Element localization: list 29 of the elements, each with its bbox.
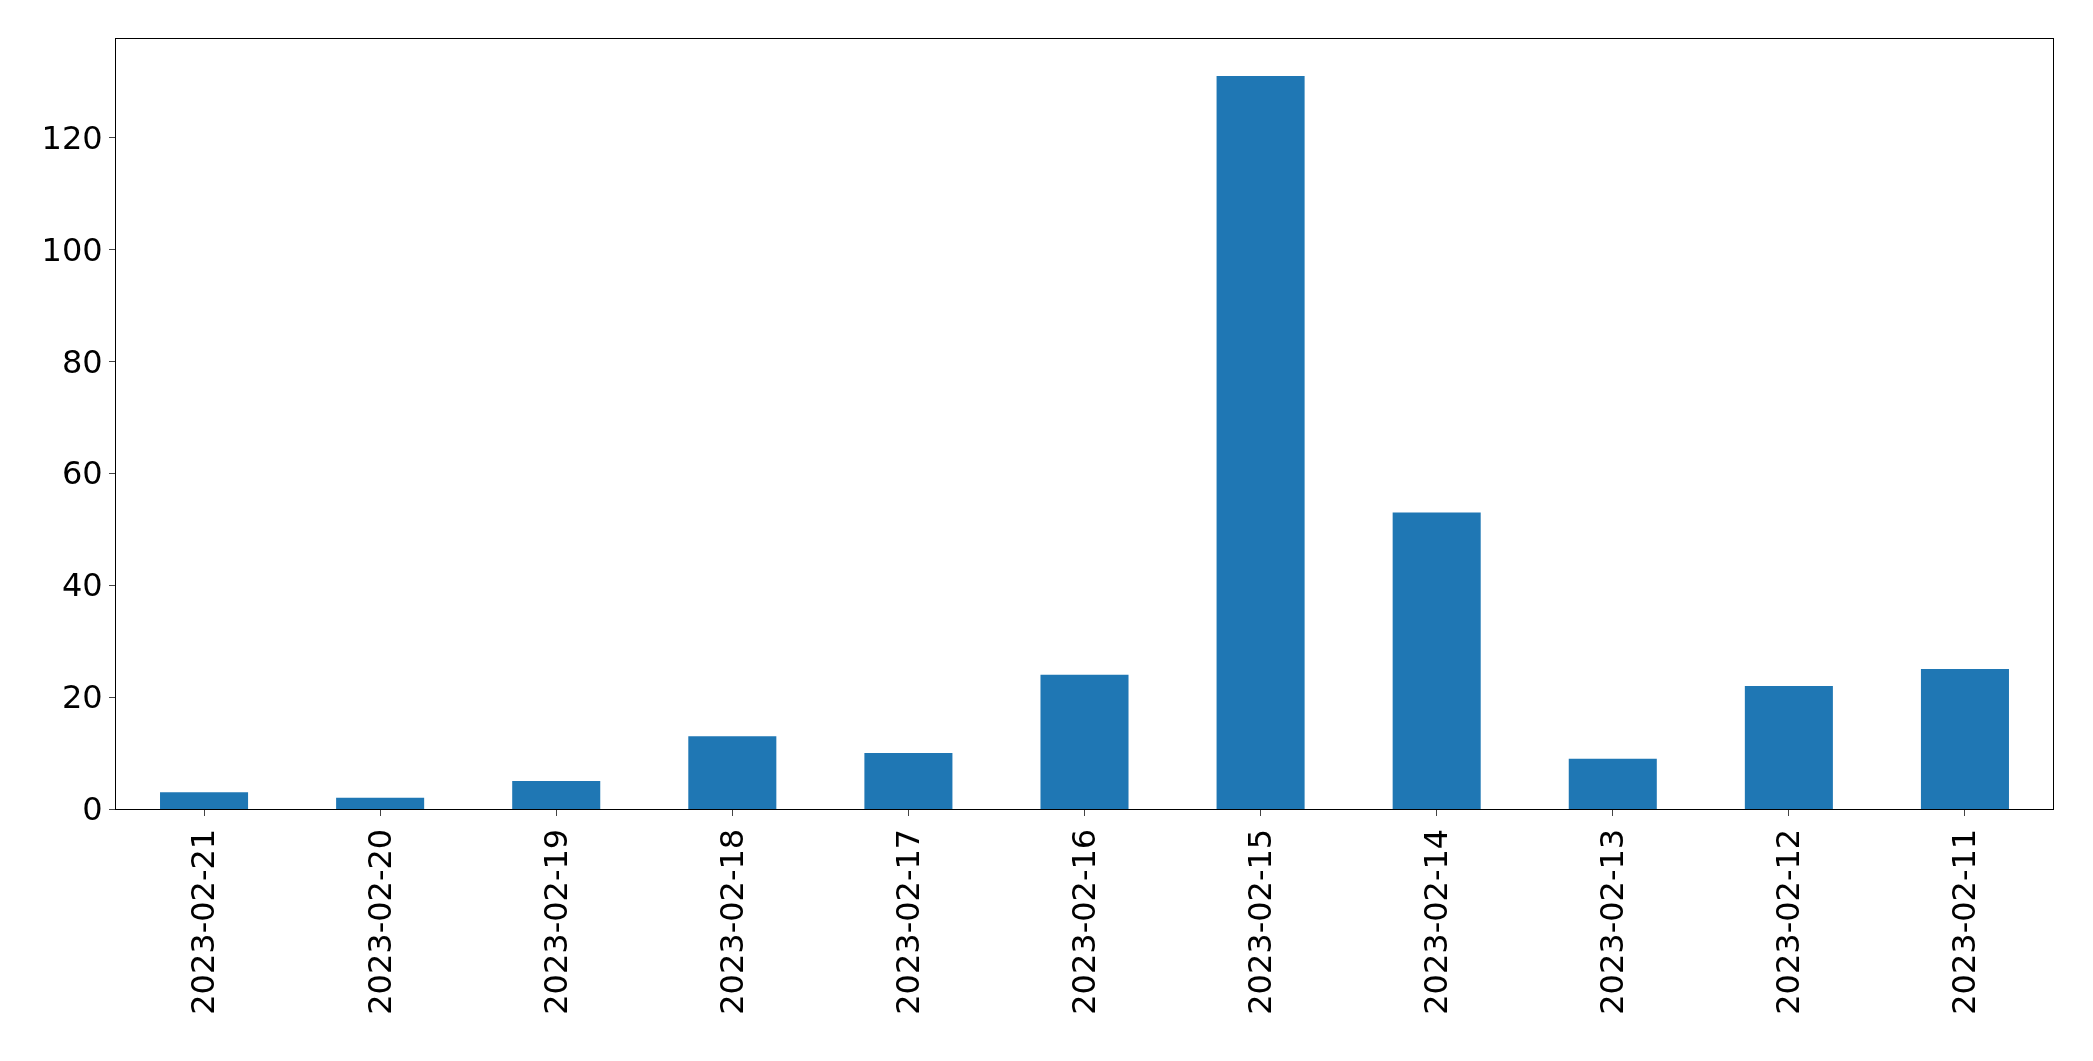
y-tick-label: 60 <box>61 454 103 493</box>
x-tick-label: 2023-02-20 <box>360 828 399 1015</box>
bar <box>864 753 953 809</box>
y-tick-label: 40 <box>61 566 103 605</box>
bar <box>160 792 249 809</box>
bar <box>512 781 601 809</box>
bar <box>1744 685 1833 809</box>
y-tick-label: 120 <box>41 118 103 157</box>
bar <box>1392 512 1481 809</box>
x-tick-label: 2023-02-15 <box>1240 828 1279 1015</box>
bar <box>1568 758 1657 809</box>
y-tick-label: 100 <box>41 230 103 269</box>
y-tick-label: 0 <box>82 790 103 829</box>
x-tick-label: 2023-02-19 <box>536 828 575 1015</box>
y-tick-label: 20 <box>61 678 103 717</box>
x-tick-label: 2023-02-16 <box>1064 828 1103 1015</box>
x-tick-label: 2023-02-13 <box>1593 828 1632 1015</box>
bar <box>1920 669 2009 809</box>
x-tick-label: 2023-02-17 <box>888 828 927 1015</box>
x-tick-label: 2023-02-14 <box>1417 828 1456 1015</box>
x-tick-label: 2023-02-18 <box>712 828 751 1015</box>
x-tick-label: 2023-02-11 <box>1945 828 1984 1015</box>
bar <box>1040 674 1129 809</box>
bar <box>688 736 777 809</box>
bar <box>1216 75 1305 809</box>
x-tick-label: 2023-02-21 <box>184 828 223 1015</box>
y-tick-label: 80 <box>61 342 103 381</box>
x-tick-label: 2023-02-12 <box>1769 828 1808 1015</box>
bar <box>336 797 425 809</box>
